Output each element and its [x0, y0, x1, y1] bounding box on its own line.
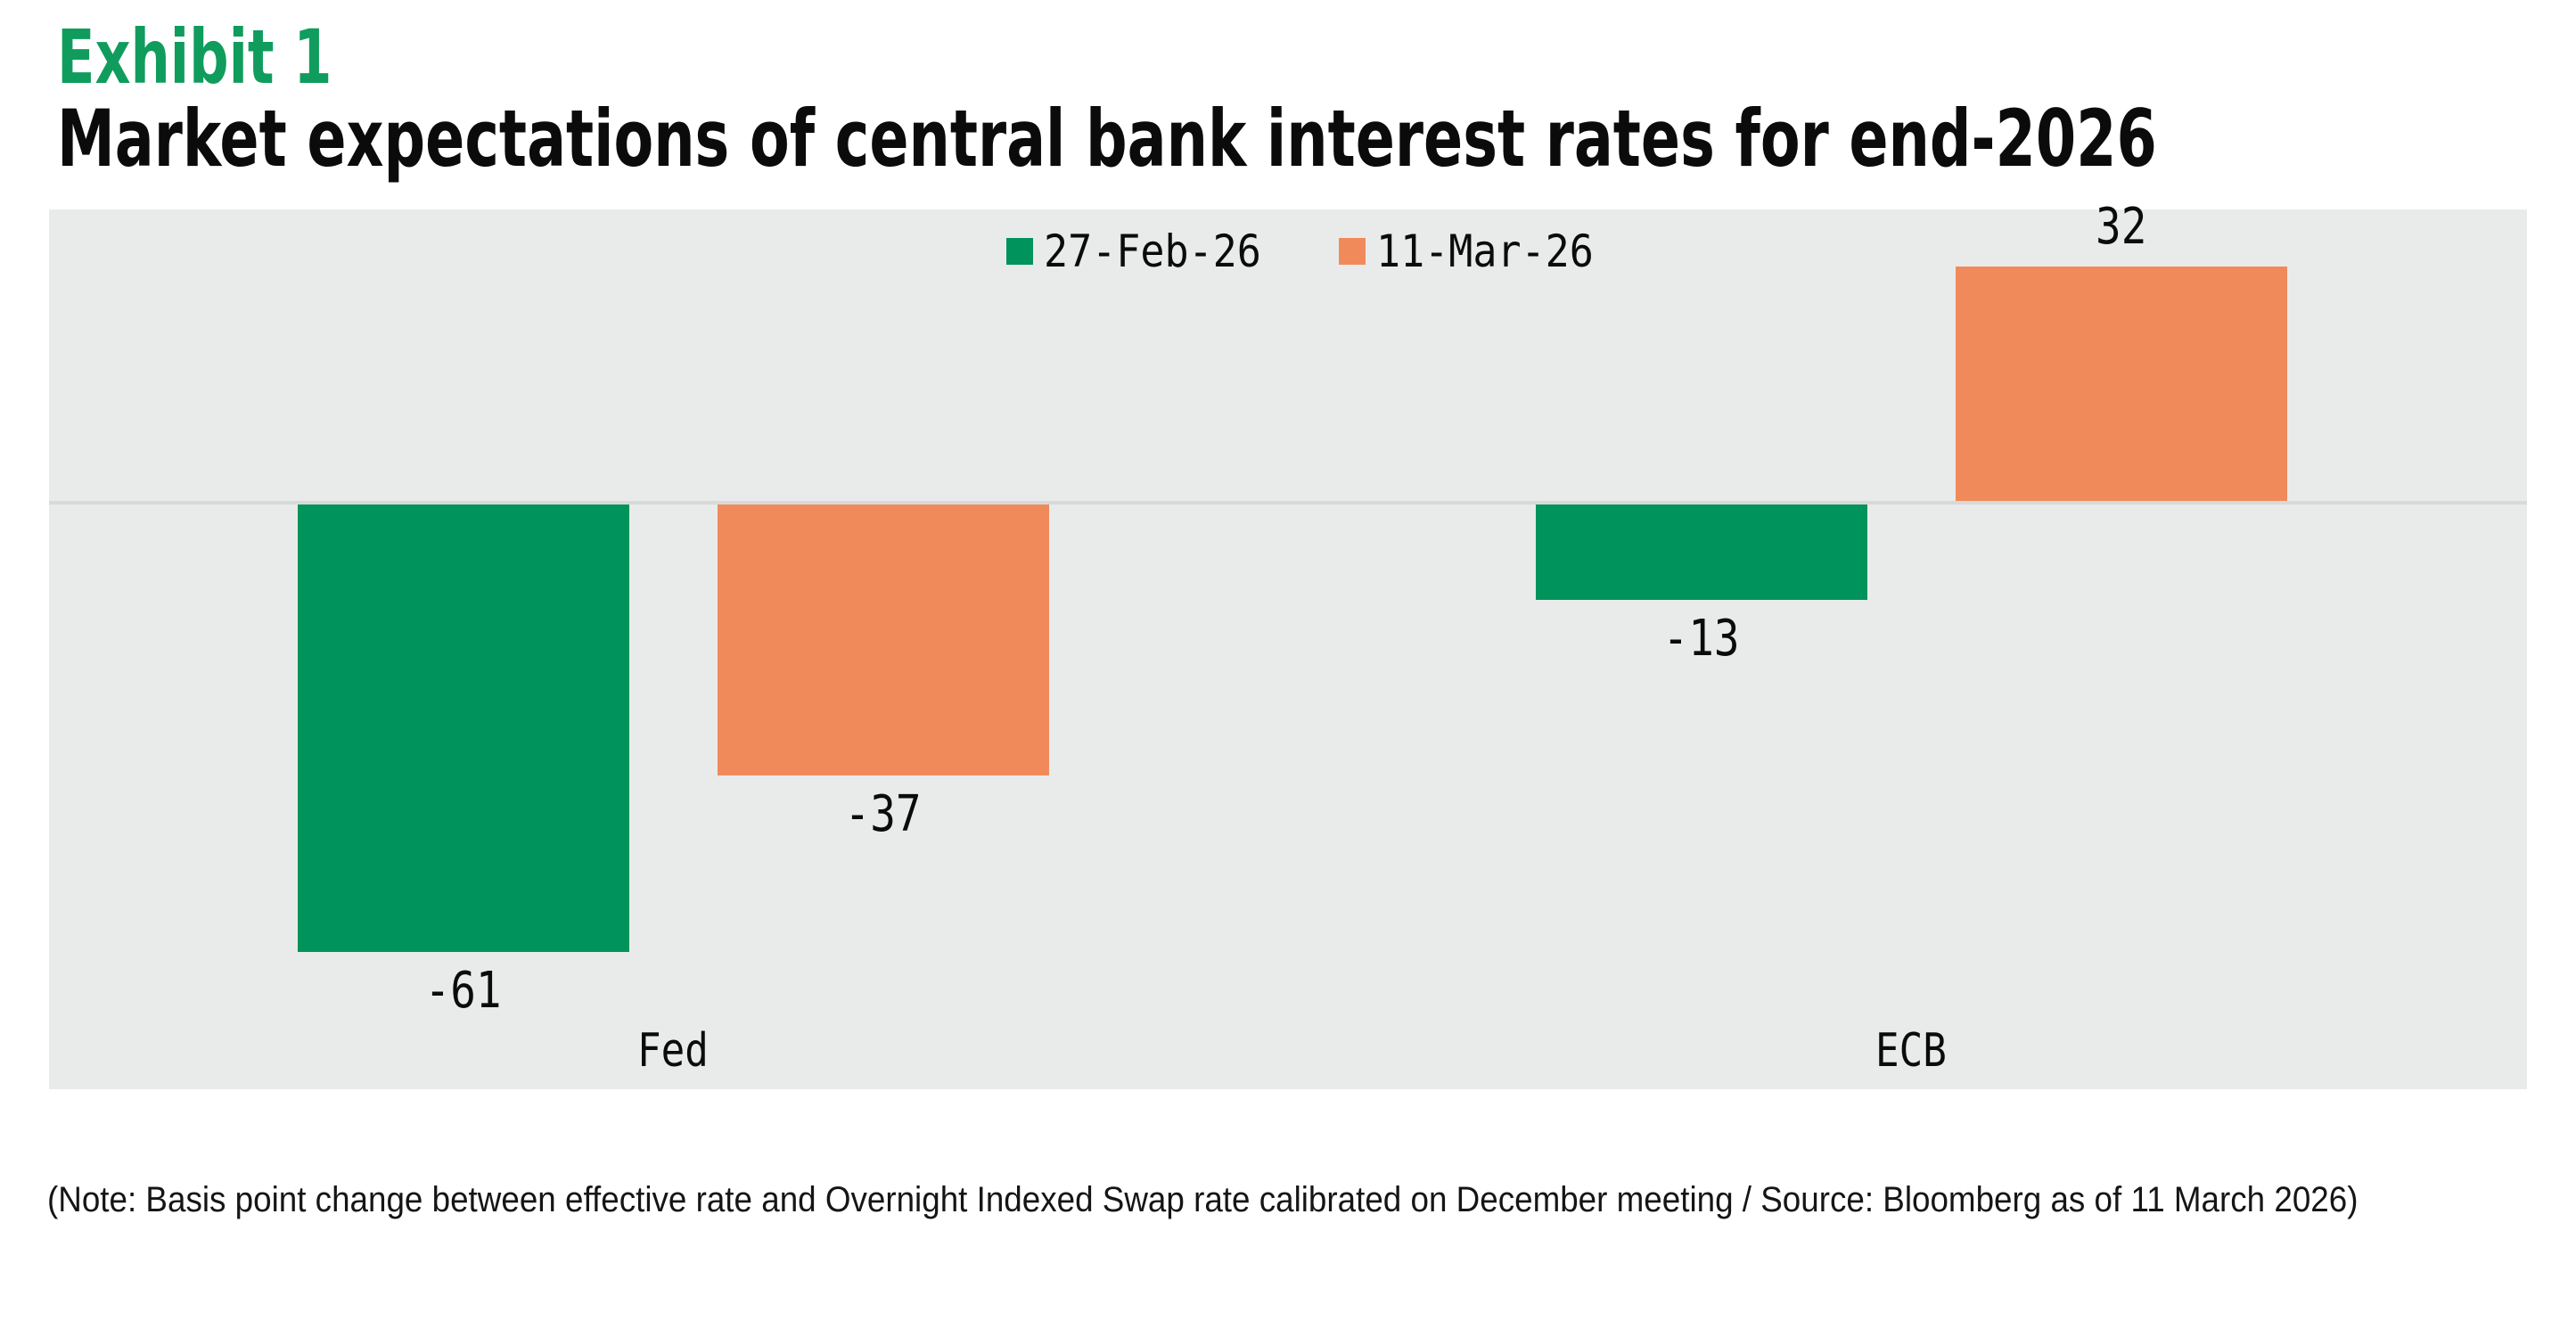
value-label-ecb-11-mar-26: 32 — [2095, 198, 2147, 256]
exhibit-label-text: Exhibit 1 — [57, 13, 332, 101]
bar-fed-11-mar-26 — [717, 505, 1049, 775]
chart-plot-area: 27-Feb-26 11-Mar-26 -61 -37 Fed -13 32 ECB — [49, 202, 2527, 1089]
zero-axis-line — [49, 501, 2527, 505]
chart-title-text: Market expectations of central bank inte… — [57, 93, 2157, 185]
bar-ecb-27-feb-26 — [1535, 505, 1867, 600]
bar-ecb-11-mar-26 — [1955, 267, 2287, 501]
legend-label: 11-Mar-26 — [1375, 226, 1594, 277]
category-label-ecb: ECB — [1875, 1024, 1947, 1078]
value-label-ecb-27-feb-26: -13 — [1662, 610, 1740, 668]
legend-item-11-mar-26: 11-Mar-26 — [1338, 226, 1618, 277]
category-label-fed: Fed — [637, 1024, 709, 1078]
legend-item-27-feb-26: 27-Feb-26 — [1006, 229, 1285, 274]
legend-label: 27-Feb-26 — [1044, 226, 1261, 277]
source-note: (Note: Basis point change between effect… — [47, 1180, 2359, 1219]
chart-title: Market expectations of central bank inte… — [57, 93, 2576, 185]
value-label-fed-27-feb-26: -61 — [424, 962, 502, 1020]
chart-legend: 27-Feb-26 11-Mar-26 — [1006, 229, 1618, 274]
legend-swatch-green-icon — [1006, 238, 1033, 265]
value-label-fed-11-mar-26: -37 — [844, 785, 922, 843]
exhibit-label: Exhibit 1 — [57, 13, 429, 101]
legend-swatch-orange-icon — [1338, 238, 1366, 265]
bar-fed-27-feb-26 — [297, 505, 629, 952]
